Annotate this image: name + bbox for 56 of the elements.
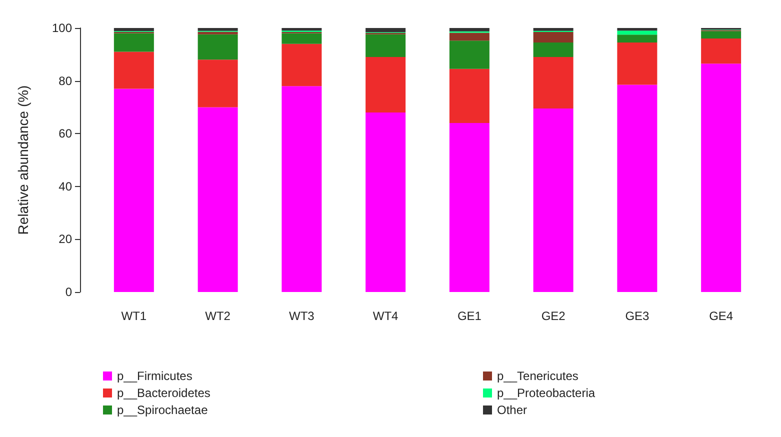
y-tick-label: 20	[58, 232, 72, 246]
x-tick-label: GE4	[709, 309, 734, 323]
bar	[701, 38, 742, 64]
bar	[366, 28, 406, 32]
legend-label: p__Proteobacteria	[497, 386, 596, 400]
x-tick-label: WT4	[372, 309, 399, 323]
legend-label: Other	[497, 403, 528, 417]
bar	[617, 42, 658, 85]
bar	[366, 112, 406, 292]
x-tick-label: WT1	[121, 309, 147, 323]
y-axis-title: Relative abundance (%)	[15, 85, 31, 235]
y-tick-label: 60	[58, 126, 72, 141]
bar	[198, 60, 238, 108]
bar	[617, 34, 658, 43]
x-tick-label: WT3	[289, 309, 315, 323]
x-tick-label: GE2	[541, 309, 566, 323]
y-tick-label: 100	[52, 21, 72, 35]
bar	[366, 57, 406, 112]
bar	[198, 28, 238, 31]
legend-label: p__Bacteroidetes	[117, 386, 210, 400]
bar	[114, 28, 154, 32]
bar	[282, 86, 322, 292]
bar	[282, 33, 322, 44]
bar	[449, 28, 490, 32]
bar	[449, 32, 490, 41]
y-tick-label: 80	[58, 74, 72, 88]
bar	[617, 30, 658, 35]
bar	[617, 28, 658, 31]
bar	[114, 52, 154, 89]
legend-label: p__Firmicutes	[117, 369, 192, 383]
bar	[282, 44, 322, 86]
bar	[449, 40, 490, 69]
bar	[114, 33, 154, 52]
bar	[701, 64, 742, 292]
bar	[198, 34, 238, 60]
y-tick-label: 40	[58, 179, 72, 194]
bar	[366, 34, 406, 58]
bar	[533, 28, 574, 31]
bar	[533, 32, 574, 43]
bar	[701, 31, 742, 39]
bar	[533, 108, 574, 292]
legend-label: p__Spirochaetae	[117, 403, 208, 417]
y-tick-label: 0	[65, 285, 72, 299]
bar	[282, 28, 322, 31]
bar	[617, 84, 658, 292]
bar	[198, 32, 238, 34]
x-tick-label: WT2	[205, 309, 231, 323]
bar	[533, 57, 574, 109]
x-tick-label: GE1	[457, 309, 482, 323]
bar	[449, 68, 490, 124]
bar	[114, 88, 154, 292]
bar	[533, 42, 574, 58]
legend-label: p__Tenericutes	[497, 369, 578, 383]
x-tick-label: GE3	[625, 309, 650, 323]
bar	[449, 123, 490, 292]
bar	[198, 107, 238, 292]
